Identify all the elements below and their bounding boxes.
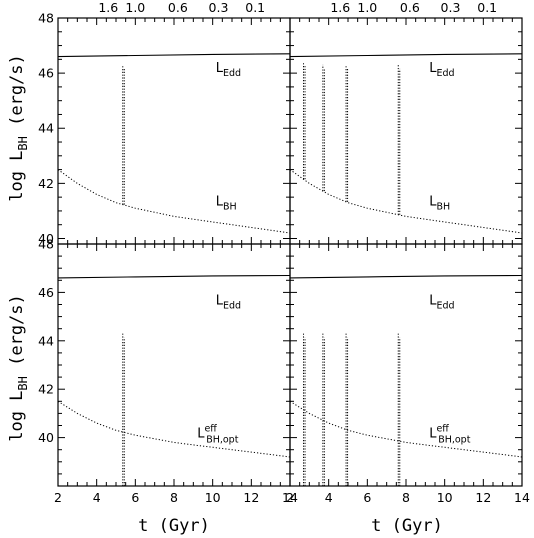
top-axis-tick-label: 1.0 [125,0,145,15]
series-label-main: L [429,294,437,309]
series-label-sup: eff [436,424,449,435]
x-tick-label: 12 [475,490,491,505]
series-label-sub: BH,opt [438,435,471,446]
top-axis-tick-label: 0.6 [168,0,188,15]
series-label-main: L [429,195,437,210]
y-tick-label: 48 [38,237,54,252]
y-axis-label-part: (erg/s) [7,54,27,136]
y-tick-label: 48 [38,11,54,26]
top-axis-tick-label: 0.1 [245,0,265,15]
x-tick-label: 12 [243,490,259,505]
series-edd-line [57,274,291,279]
x-tick-label: 14 [514,490,530,505]
x-tick-label: 4 [93,490,101,505]
y-tick-label: 40 [38,231,54,246]
series-label-sup: eff [204,424,217,435]
top-axis-tick-label: 1.6 [98,0,118,15]
y-axis-label-part: BH [16,136,30,150]
x-tick-label: 14 [282,490,298,505]
y-axis-label-top: log LBH (erg/s) [7,54,30,202]
top-axis-tick-label: 0.6 [400,0,420,15]
series-label: Leff BH,opt [197,424,239,446]
series-label-main: L [216,294,224,309]
series-label-sub: Edd [436,68,454,79]
y-axis-label-part: log L [7,151,27,202]
series-edd-line [289,53,523,58]
series-label: LEdd [429,294,454,312]
series-bh-curve [57,169,291,234]
series-label: LBH [429,195,450,213]
y-tick-label: 44 [38,121,54,136]
y-tick-label: 42 [38,176,54,191]
top-axis-tick-label: 0.1 [477,0,497,15]
series-label-sub: Edd [223,301,241,312]
x-tick-label: 8 [170,490,178,505]
series-label-sub: BH,opt [206,435,239,446]
series-label-sub: Edd [436,301,454,312]
series-label-main: L [216,61,224,76]
series-label-sub: BH [223,202,237,213]
y-tick-label: 44 [38,333,54,348]
series-label: LEdd [216,61,241,79]
x-tick-label: 2 [54,490,62,505]
x-tick-label: 8 [402,490,410,505]
series-label: LBH [216,195,237,213]
panel-frame [289,17,523,245]
x-tick-label: 10 [437,490,453,505]
x-tick-label: 4 [325,490,333,505]
series-edd-line [57,53,291,58]
series-label-main: L [429,61,437,76]
y-axis-label-bottom: log LBH (erg/s) [7,294,30,442]
series-label: LEdd [429,61,454,79]
series-bh-curve [289,400,523,458]
y-tick-label: 40 [38,430,54,445]
y-axis-label-part: (erg/s) [7,294,27,376]
series-label-main: L [197,427,205,442]
panel-frame [57,243,291,487]
series-label-main: L [429,427,437,442]
top-axis-tick-label: 1.0 [357,0,377,15]
top-axis-tick-label: 1.6 [330,0,350,15]
x-axis-label-left: t (Gyr) [138,516,210,536]
panel-frame [57,17,291,245]
x-axis-label-right: t (Gyr) [371,516,443,536]
x-tick-label: 6 [363,490,371,505]
x-tick-label: 2 [286,490,294,505]
y-tick-label: 42 [38,382,54,397]
series-label: LEdd [216,294,241,312]
x-tick-label: 6 [131,490,139,505]
y-axis-label-part: log L [7,391,27,442]
series-bh-curve [57,400,291,458]
series-edd-line [289,274,523,279]
series-label-sub: Edd [223,68,241,79]
y-axis-label-part: BH [16,376,30,390]
series-label-main: L [216,195,224,210]
top-axis-tick-label: 0.3 [441,0,461,15]
x-tick-label: 10 [205,490,221,505]
series-label: Leff BH,opt [429,424,471,446]
series-label-sub: BH [436,202,450,213]
y-tick-label: 46 [38,66,54,81]
top-axis-tick-label: 0.3 [209,0,229,15]
y-tick-label: 46 [38,285,54,300]
